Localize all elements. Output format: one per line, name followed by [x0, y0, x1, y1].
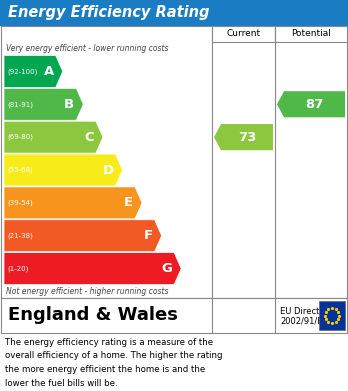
Text: (81-91): (81-91)	[7, 101, 33, 108]
Polygon shape	[4, 253, 181, 285]
Text: England & Wales: England & Wales	[8, 307, 178, 325]
Polygon shape	[214, 124, 273, 150]
Bar	[319, 301, 345, 330]
Bar	[212, 26, 275, 42]
Text: Potential: Potential	[291, 29, 331, 38]
Polygon shape	[4, 88, 83, 120]
Text: overall efficiency of a home. The higher the rating: overall efficiency of a home. The higher…	[5, 352, 222, 361]
Bar	[1, 26, 347, 298]
Text: (39-54): (39-54)	[7, 200, 33, 206]
Text: The energy efficiency rating is a measure of the: The energy efficiency rating is a measur…	[5, 338, 213, 347]
Text: lower the fuel bills will be.: lower the fuel bills will be.	[5, 378, 118, 387]
Text: 2002/91/EC: 2002/91/EC	[280, 316, 329, 325]
Text: G: G	[161, 262, 172, 275]
Text: (55-68): (55-68)	[7, 167, 33, 173]
Text: (69-80): (69-80)	[7, 134, 33, 140]
Text: C: C	[84, 131, 94, 143]
Text: Current: Current	[227, 29, 261, 38]
Text: (92-100): (92-100)	[7, 68, 37, 75]
Text: 73: 73	[238, 131, 256, 143]
Text: Energy Efficiency Rating: Energy Efficiency Rating	[8, 5, 209, 20]
Bar	[1, 298, 347, 333]
Text: B: B	[64, 98, 74, 111]
Polygon shape	[4, 56, 63, 87]
Text: E: E	[124, 196, 133, 209]
Polygon shape	[4, 220, 161, 252]
Text: EU Directive: EU Directive	[280, 307, 332, 316]
Polygon shape	[4, 154, 122, 186]
Polygon shape	[4, 121, 103, 153]
Polygon shape	[277, 91, 345, 117]
Text: Not energy efficient - higher running costs: Not energy efficient - higher running co…	[6, 287, 168, 296]
Text: A: A	[44, 65, 54, 78]
Text: (1-20): (1-20)	[7, 265, 29, 272]
Text: D: D	[102, 163, 113, 176]
Bar	[275, 26, 347, 42]
Text: Very energy efficient - lower running costs: Very energy efficient - lower running co…	[6, 44, 168, 53]
Bar	[0, 0, 348, 26]
Polygon shape	[4, 187, 142, 219]
Text: F: F	[143, 229, 152, 242]
Text: 87: 87	[305, 98, 324, 111]
Text: the more energy efficient the home is and the: the more energy efficient the home is an…	[5, 365, 205, 374]
Text: (21-38): (21-38)	[7, 233, 33, 239]
